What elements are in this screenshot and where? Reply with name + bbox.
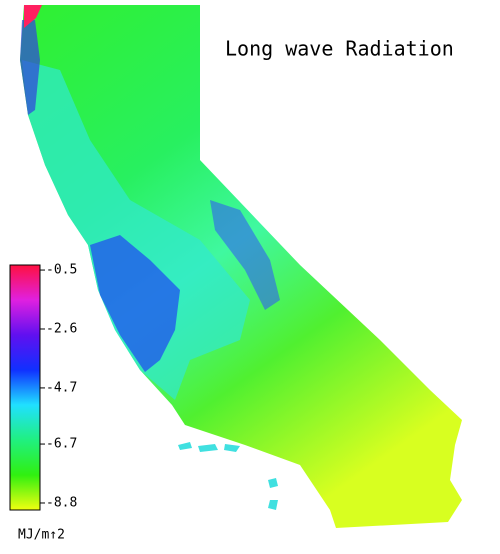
coastal-cyan	[22, 60, 250, 400]
channel-islands	[178, 442, 278, 510]
north-tip	[24, 5, 42, 28]
map-title: Long wave Radiation	[225, 37, 454, 61]
sierra-blue	[210, 200, 280, 310]
california	[20, 5, 462, 528]
color-bar-tick-label: -4.7	[46, 380, 77, 395]
coastal-blue	[90, 235, 180, 372]
north-coast	[20, 20, 40, 115]
color-bar-tick-label: -0.5	[46, 263, 77, 278]
color-bar-tick-label: -2.6	[46, 321, 77, 336]
color-bar-tick-label: -6.7	[46, 437, 77, 452]
state-land	[20, 5, 462, 528]
color-bar-unit: MJ/m↑2	[18, 528, 65, 543]
color-bar-tick-label: -8.8	[46, 495, 77, 510]
color-bar	[9, 264, 41, 511]
